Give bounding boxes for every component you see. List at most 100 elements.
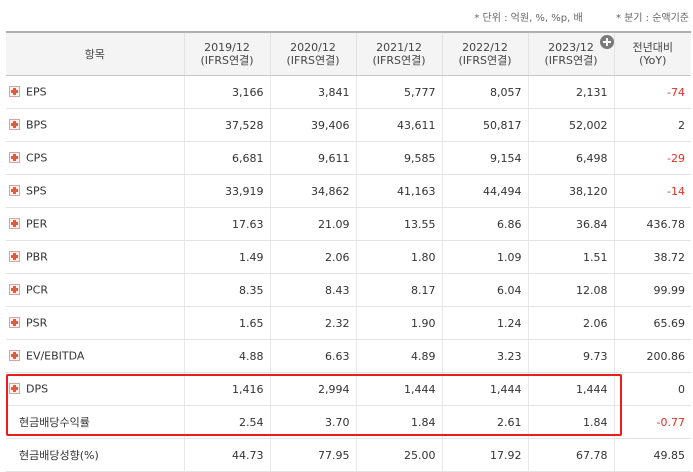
row-label-cell[interactable]: EPS [6,75,184,109]
table-row: PCR 8.35 8.43 8.17 6.04 12.08 99.99 [6,273,691,307]
value-cell: 44.73 [183,438,270,472]
value-cell: 52,002 [527,108,614,142]
value-cell: 17.63 [183,207,270,241]
table-row: 현금배당성향(%) 44.73 77.95 25.00 17.92 67.78 … [6,438,691,472]
row-label-cell[interactable]: CPS [6,141,184,175]
value-cell: 2.54 [183,405,270,439]
value-cell: 1.09 [441,240,528,274]
value-cell: 44,494 [441,174,528,208]
value-cell: 1.80 [355,240,442,274]
value-cell: 2.32 [269,306,356,340]
yoy-header: 전년대비 (YoY) [613,31,691,76]
add-period-plus-icon[interactable] [600,35,614,49]
value-cell: 2.06 [527,306,614,340]
table-row: EPS 3,166 3,841 5,777 8,057 2,131 -74 [6,75,691,109]
value-cell: 6,498 [527,141,614,175]
table-row: CPS 6,681 9,611 9,585 9,154 6,498 -29 [6,141,691,175]
yoy-cell: 49.85 [613,438,691,472]
value-cell: 2.61 [441,405,528,439]
unit-label: * 단위 : 억원, %, %p, 배 [474,13,583,24]
yoy-cell: 436.78 [613,207,691,241]
value-cell: 1.84 [527,405,614,439]
value-cell: 5,777 [355,75,442,109]
row-label-cell: 현금배당성향(%) [6,438,184,472]
row-label-cell[interactable]: SPS [6,174,184,208]
value-cell: 8.17 [355,273,442,307]
row-label-cell[interactable]: PER [6,207,184,241]
header-row: 항목 2019/12 (IFRS연결) 2020/12 (IFRS연결) 2021/… [6,31,691,76]
yoy-cell: -29 [613,141,691,175]
value-cell: 1.49 [183,240,270,274]
value-cell: 1,444 [355,372,442,406]
row-label-cell[interactable]: PCR [6,273,184,307]
period-basis-label: * 분기 : 순액기준 [615,13,689,24]
value-cell: 43,611 [355,108,442,142]
yoy-cell: -0.77 [613,405,691,439]
table-row: PSR 1.65 2.32 1.90 1.24 2.06 65.69 [6,306,691,340]
table-row: DPS 1,416 2,994 1,444 1,444 1,444 0 [6,372,691,406]
value-cell: 3,841 [269,75,356,109]
table-row: PBR 1.49 2.06 1.80 1.09 1.51 38.72 [6,240,691,274]
expand-plus-icon[interactable] [9,85,20,97]
value-cell: 3.70 [269,405,356,439]
value-cell: 4.89 [355,339,442,373]
expand-plus-icon[interactable] [9,316,20,328]
value-cell: 36.84 [527,207,614,241]
expand-plus-icon[interactable] [9,118,20,130]
value-cell: 12.08 [527,273,614,307]
value-cell: 2.06 [269,240,356,274]
row-label-cell[interactable]: PBR [6,240,184,274]
value-cell: 8.43 [269,273,356,307]
value-cell: 1.24 [441,306,528,340]
value-cell: 39,406 [269,108,356,142]
value-cell: 8,057 [441,75,528,109]
value-cell: 3,166 [183,75,270,109]
yoy-cell: 38.72 [613,240,691,274]
yoy-cell: -14 [613,174,691,208]
expand-plus-icon[interactable] [9,283,20,295]
row-label-cell[interactable]: EV/EBITDA [6,339,184,373]
table-row: PER 17.63 21.09 13.55 6.86 36.84 436.78 [6,207,691,241]
expand-plus-icon[interactable] [9,184,20,196]
value-cell: 37,528 [183,108,270,142]
value-cell: 50,817 [441,108,528,142]
value-cell: 13.55 [355,207,442,241]
table-row: SPS 33,919 34,862 41,163 44,494 38,120 -… [6,174,691,208]
column-header-2022: 2022/12 (IFRS연결) [441,31,528,76]
value-cell: 25.00 [355,438,442,472]
value-cell: 21.09 [269,207,356,241]
value-cell: 41,163 [355,174,442,208]
value-cell: 33,919 [183,174,270,208]
value-cell: 6.86 [441,207,528,241]
value-cell: 17.92 [441,438,528,472]
value-cell: 9,585 [355,141,442,175]
yoy-cell: 65.69 [613,306,691,340]
expand-plus-icon[interactable] [9,382,20,394]
expand-plus-icon[interactable] [9,217,20,229]
expand-plus-icon[interactable] [9,151,20,163]
expand-plus-icon[interactable] [9,349,20,361]
column-header-2019: 2019/12 (IFRS연결) [183,31,270,76]
value-cell: 1.90 [355,306,442,340]
value-cell: 9,611 [269,141,356,175]
value-cell: 2,994 [269,372,356,406]
item-header: 항목 [6,31,184,76]
column-header-2020: 2020/12 (IFRS연결) [269,31,356,76]
value-cell: 1.51 [527,240,614,274]
value-cell: 4.88 [183,339,270,373]
row-label-cell[interactable]: PSR [6,306,184,340]
table-row: 현금배당수익률 2.54 3.70 1.84 2.61 1.84 -0.77 [6,405,691,439]
value-cell: 2,131 [527,75,614,109]
value-cell: 38,120 [527,174,614,208]
value-cell: 1.84 [355,405,442,439]
row-label-cell[interactable]: DPS [6,372,184,406]
value-cell: 8.35 [183,273,270,307]
row-label-cell[interactable]: BPS [6,108,184,142]
value-cell: 77.95 [269,438,356,472]
yoy-cell: 99.99 [613,273,691,307]
yoy-cell: 0 [613,372,691,406]
yoy-cell: 200.86 [613,339,691,373]
expand-plus-icon[interactable] [9,250,20,262]
table-row: BPS 37,528 39,406 43,611 50,817 52,002 2 [6,108,691,142]
value-cell: 1,416 [183,372,270,406]
